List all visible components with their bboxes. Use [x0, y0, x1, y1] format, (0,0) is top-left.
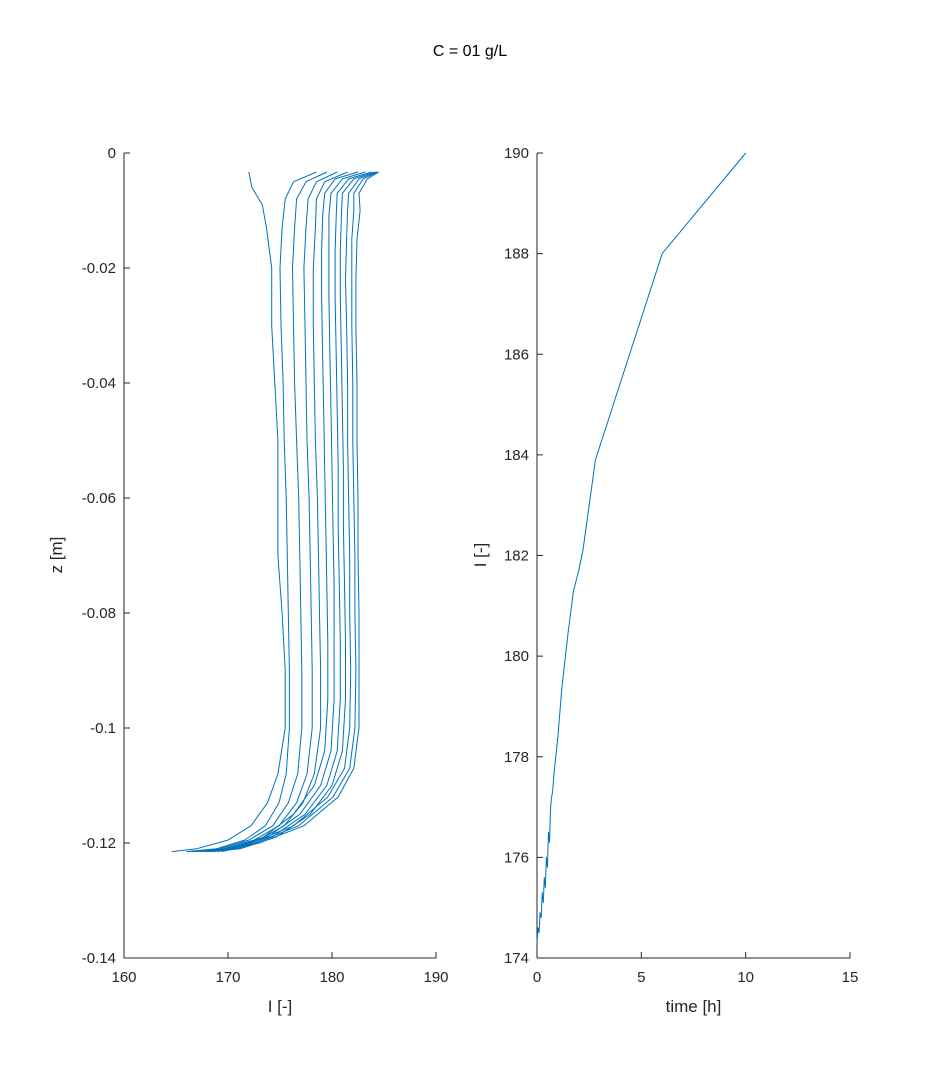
left-series-line-12	[221, 171, 380, 853]
left-y-tick-label: -0.12	[82, 835, 116, 852]
left-series-line-1	[171, 171, 286, 853]
left-x-tick-label: 180	[319, 969, 344, 986]
left-series-line-7	[204, 171, 366, 853]
right-x-tick-label: 0	[533, 969, 541, 986]
left-x-tick-label: 160	[111, 969, 136, 986]
left-y-tick-label: -0.14	[82, 950, 116, 967]
left-x-tick-label: 190	[423, 969, 448, 986]
left-y-tick-label: -0.02	[82, 260, 116, 277]
left-plot-profiles: 160 170 180 190 0 -0.02 -0.04 -0.06 -0.08 -0.1 -0.…	[47, 145, 449, 1016]
right-y-tick-label: 176	[504, 849, 529, 866]
left-series-line-6	[199, 171, 359, 853]
right-x-axis-title: time [h]	[666, 997, 722, 1016]
left-y-tick-label: -0.06	[82, 490, 116, 507]
left-y-tick-label: -0.04	[82, 375, 116, 392]
left-y-tick-label: 0	[108, 145, 116, 162]
left-series-line-8	[207, 171, 372, 853]
right-y-axis-title: I [-]	[471, 543, 490, 568]
right-y-tick-label: 184	[504, 447, 529, 464]
right-x-tick-label: 10	[737, 969, 754, 986]
right-y-tick-label: 174	[504, 950, 529, 967]
left-x-tick-label: 170	[215, 969, 240, 986]
left-series-line-2	[186, 171, 317, 853]
left-y-axis-title: z [m]	[47, 537, 66, 574]
right-y-tick-label: 186	[504, 346, 529, 363]
right-y-tick-label: 178	[504, 749, 529, 766]
right-plot-time-series: 0 5 10 15 190 188 186 184 182 180 178 176 174 time [h…	[471, 145, 858, 1016]
right-x-tick-label: 5	[637, 969, 645, 986]
right-y-tick-label: 180	[504, 648, 529, 665]
left-y-tick-label: -0.08	[82, 605, 116, 622]
left-series-line-3	[189, 171, 328, 853]
right-y-tick-label: 190	[504, 145, 529, 162]
right-series-line-1	[536, 152, 747, 943]
left-y-tick-label: -0.1	[90, 720, 116, 737]
left-series-line-10	[214, 171, 377, 853]
left-series-line-9	[210, 171, 375, 853]
right-x-tick-label: 15	[842, 969, 859, 986]
right-y-tick-label: 182	[504, 548, 529, 565]
right-y-tick-label: 188	[504, 246, 529, 263]
left-series-line-11	[217, 171, 379, 853]
left-series-line-4	[192, 171, 338, 853]
left-x-axis-title: I [-]	[268, 997, 293, 1016]
figure-title: C = 01 g/L	[432, 43, 508, 60]
